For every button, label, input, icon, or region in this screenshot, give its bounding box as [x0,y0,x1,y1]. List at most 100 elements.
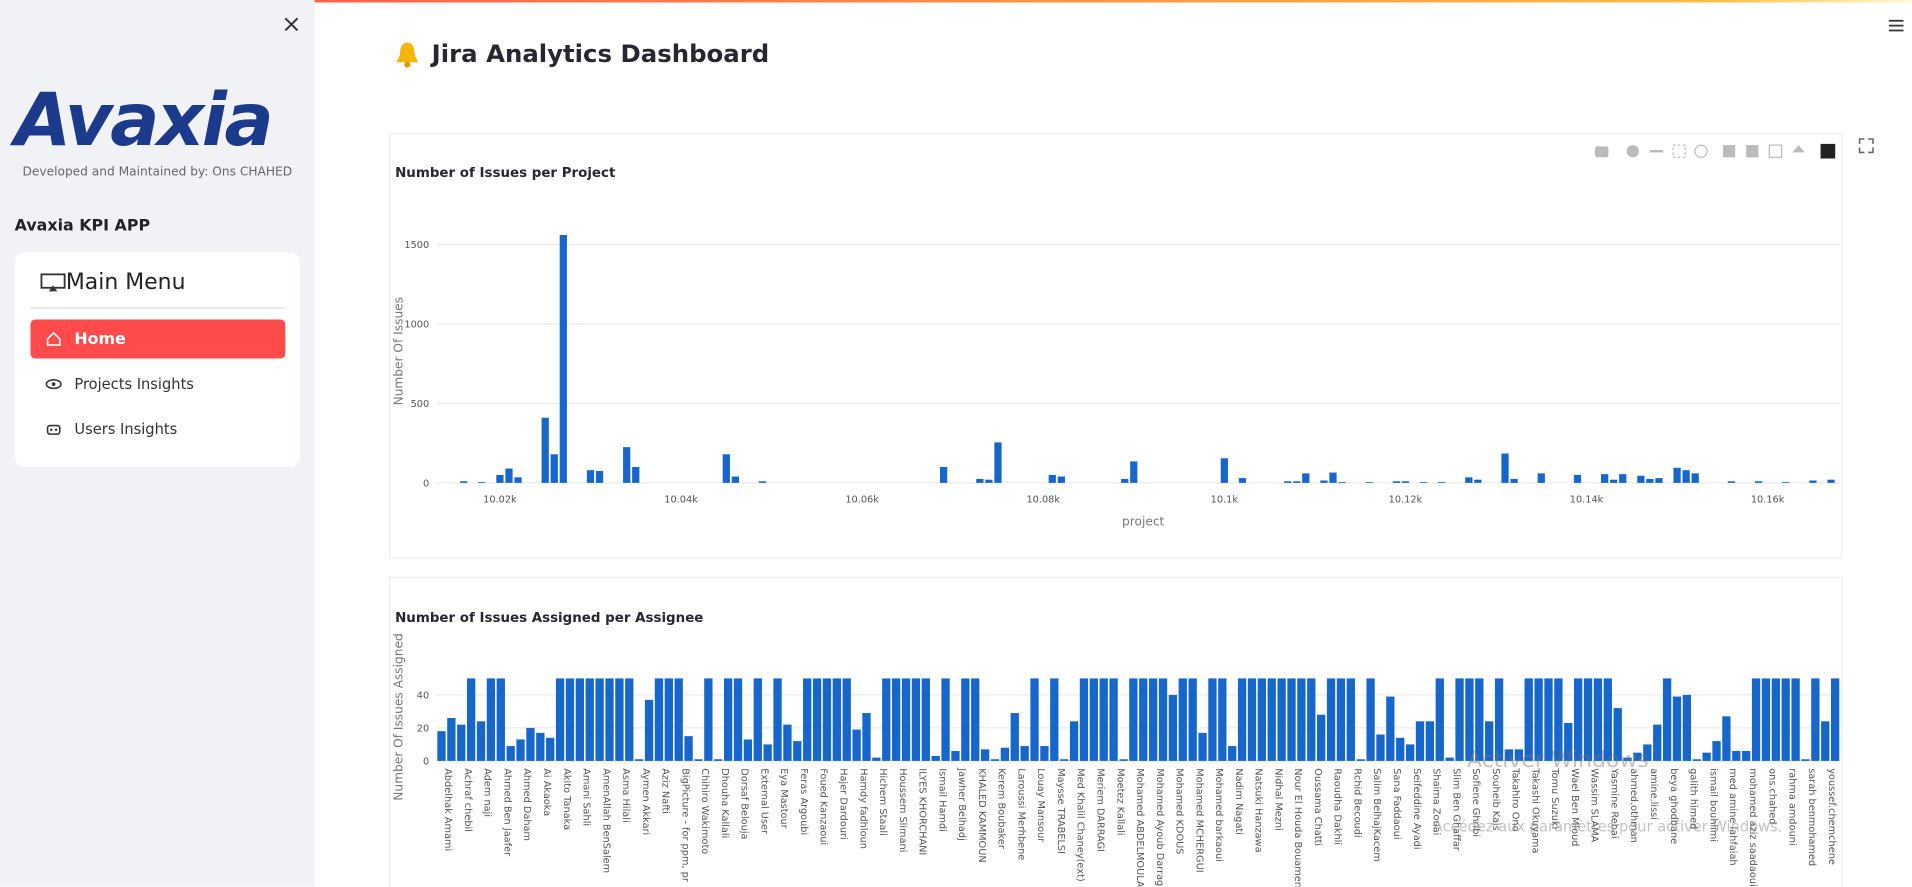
bar [1601,474,1609,483]
bar [1438,482,1446,483]
bar [674,678,683,761]
bar [723,678,733,761]
bar [1692,759,1701,761]
bar [1751,678,1761,761]
bar [1293,481,1301,483]
bar [1329,472,1337,483]
bar [1346,678,1355,761]
bar [1099,678,1108,761]
x-tick-label: ahmed.othman [1628,768,1639,843]
bar [1646,478,1654,483]
x-tick-label: Sofiene Ghribi [1470,768,1481,837]
x-tick-label: Asma Hilali [620,768,631,822]
bar [1148,678,1158,761]
x-axis-title: project [1122,515,1165,529]
x-tick-label: ILYES KHORCHANI [917,768,928,855]
bar [460,481,468,483]
menu-title: Main Menu [65,269,186,296]
bar [1130,461,1138,483]
bar [753,678,762,761]
bar [1168,694,1178,761]
app-title: Avaxia KPI APP [14,217,151,236]
y-axis-title: Number Of Issues Assigned [391,633,405,800]
x-tick-label: Ai Akaoka [541,768,552,816]
x-tick-label: galith himed [1688,768,1699,829]
x-tick-label: youssef.chemchene [1826,768,1837,865]
close-button[interactable] [284,17,299,32]
bar [1742,751,1751,761]
bar [1633,752,1642,761]
bar [901,678,911,761]
bar [961,678,970,761]
x-tick-label: Seifeddine Ayadi [1411,768,1422,849]
bar [1129,678,1138,761]
fullscreen-button[interactable] [1858,138,1874,154]
x-tick-label: Hamdy fadhloun [857,768,868,849]
bar [1396,737,1405,761]
logo: Avaxia [14,78,274,164]
chart: Number of Issues Assigned per Assignee Nu… [391,611,1841,887]
bar [1415,721,1425,761]
menu-item-icon [45,379,62,390]
bar [1257,678,1267,761]
x-tick-label: Aymen Akkari [640,768,651,835]
x-tick-label: 10.12k [1389,494,1423,505]
bar [595,678,604,761]
sidebar: Avaxia Developed and Maintained by: Ons … [0,0,315,887]
bar [1801,759,1810,761]
menu-item[interactable]: Home [30,319,286,359]
x-tick-label: Mohamed ABDELMOULA [1134,768,1145,886]
y-tick-label: 0 [423,757,429,768]
bar [1465,678,1474,761]
chart: Number of Issues per Project Number Of Is… [391,143,1841,529]
bar [623,447,631,483]
x-tick-label: Houssem Slimani [897,768,908,852]
bar [1593,678,1603,761]
bar [496,474,504,483]
bar [1338,482,1346,483]
y-tick-label: 0 [423,479,429,490]
x-tick-label: Oussama Chatti [1312,768,1323,846]
bar [822,678,832,761]
divider [30,307,286,309]
bar [615,678,624,761]
y-tick-label: 1000 [404,320,429,331]
bar [1673,467,1681,483]
x-tick-label: beya ghodbane [1668,768,1679,844]
menu-item-label: Home [74,329,126,349]
x-tick-label: Takahiro Ono [1510,767,1521,831]
x-tick-label: AmenAllah BenSalem [600,768,611,873]
bar [1267,678,1276,761]
bar [437,731,446,761]
bar [704,678,713,761]
modebar[interactable] [1594,143,1836,159]
bar [1326,678,1336,761]
menu-item[interactable]: Users Insights [30,410,285,449]
bar [1672,696,1682,761]
bar [1781,678,1790,761]
bar [758,481,767,483]
bar [1121,478,1129,483]
bar [980,749,990,761]
bar [940,466,948,483]
hamburger-menu[interactable] [1888,18,1905,33]
bar [1284,481,1292,483]
bar [1662,678,1672,761]
x-tick-label: 10.1k [1211,494,1239,505]
bar [931,755,940,761]
x-tick-label: Feras Argoubi [798,768,809,835]
menu-item[interactable]: Projects Insights [30,365,285,404]
x-tick-label: Rchid Becoudi [1351,768,1362,837]
menu-item-icon [46,331,61,346]
chart-card: Number of Issues Assigned per Assignee Nu… [388,576,1843,887]
x-tick-label: Aziz Nafti [660,768,671,814]
bar [546,737,555,761]
bell-icon [396,42,419,68]
bar [832,678,841,761]
x-tick-label: 10.04k [664,494,698,505]
bar [1827,479,1835,483]
bar [1139,678,1148,761]
x-tick-label: KHALED KAMMOUN [976,768,987,862]
bar [990,759,1000,761]
bar [1208,678,1217,761]
